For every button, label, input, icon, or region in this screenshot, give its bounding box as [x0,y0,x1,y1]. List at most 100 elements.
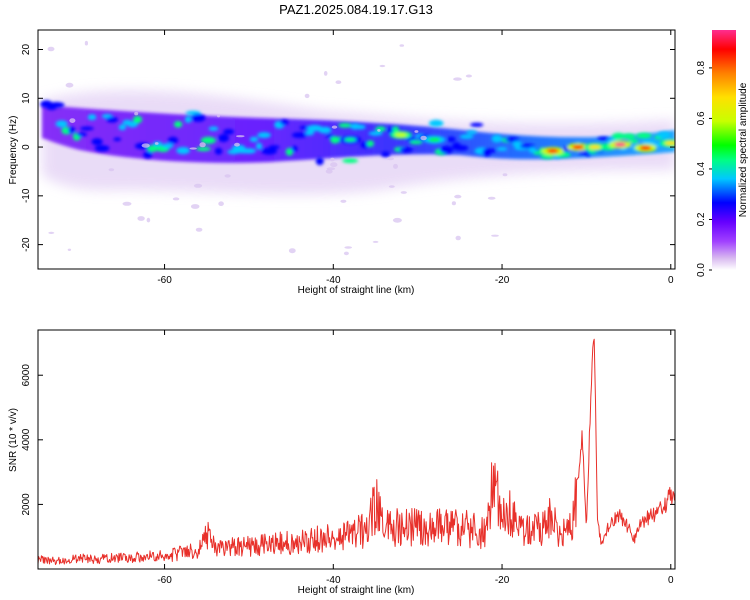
heatmap-cell [439,145,454,154]
heatmap-cell [173,121,183,128]
heatmap-cell [512,141,522,147]
heatmap-speck [304,93,310,99]
heatmap-speck [108,168,115,172]
heatmap-cell [196,146,211,152]
colorbar-tick-label: 0.6 [696,111,707,125]
heatmap-speck [326,167,336,171]
heatmap-cell [280,119,289,126]
heatmap-cell [133,115,143,124]
heatmap-cell [466,130,478,135]
heatmap-peak [664,141,675,146]
heatmap-y-tick-label: 20 [21,44,32,56]
heatmap-cell [392,126,399,133]
heatmap-cell [87,114,97,121]
heatmap-speck [236,135,245,138]
heatmap-x-tick-label: -20 [495,275,510,286]
heatmap-cell [218,134,230,143]
heatmap-cell [496,147,508,151]
heatmap-speck [414,130,419,133]
heatmap-cell [368,131,383,136]
heatmap-cell [113,137,122,142]
heatmap-speck [372,240,379,243]
heatmap-cell [80,126,94,131]
heatmap-axes-frame [37,29,676,270]
heatmap-y-tick-label: 0 [21,144,32,150]
heatmap-cell [68,126,76,134]
heatmap-cell [191,113,206,122]
heatmap-speck [343,251,349,256]
heatmap-speck [47,46,55,52]
colorbar-tick-label: 0.2 [696,212,707,226]
heatmap-speck [137,216,145,221]
colorbar: 0.0 0.2 0.4 0.6 0.8 Normalized spectral ampl… [696,30,749,277]
heatmap-peak [588,144,601,150]
heatmap-cell [291,145,298,152]
heatmap-speck [331,125,338,129]
heatmap-cell [214,147,223,155]
heatmap-cell [184,116,192,123]
heatmap-cell [94,145,110,152]
snr-x-ticks: -60 -40 -20 0 [157,330,674,586]
heatmap-cell [305,130,315,136]
heatmap-speck [330,157,335,162]
heatmap-cell [366,140,374,148]
heatmap-cell [528,147,537,154]
heatmap-speck [465,74,472,78]
snr-x-axis-label: Height of straight line (km) [298,585,415,596]
heatmap-speck [400,191,407,194]
heatmap-speck [67,248,72,251]
heatmap-speck [377,129,381,132]
heatmap-speck [154,142,159,145]
heatmap-speck [335,80,342,84]
heatmap-cell [315,157,324,166]
heatmap-speck [330,162,338,168]
heatmap-cell [342,158,359,163]
heatmap-cell [597,136,610,141]
heatmap-speck [388,185,395,188]
heatmap-cell [200,136,216,144]
heatmap-cell [428,119,444,127]
heatmap-cell [628,139,639,144]
heatmap-peak [394,132,407,138]
heatmap-speck [69,118,76,123]
heatmap-cell [256,142,263,150]
heatmap-image [40,40,675,256]
heatmap-cell [91,138,103,146]
heatmap-cell [491,134,503,143]
heatmap-x-tick-label: -60 [157,275,172,286]
heatmap-speck [172,197,180,201]
heatmap-cell [409,140,423,145]
heatmap-speck [451,201,456,206]
heatmap-y-tick-label: -20 [21,237,32,252]
heatmap-speck [344,246,353,249]
heatmap-cell [48,102,65,108]
heatmap-x-tick-label: 0 [668,275,674,286]
heatmap-cell [487,148,497,153]
heatmap-blobs [40,100,675,166]
snr-y-axis-label: SNR (10 * v/v) [8,408,19,472]
heatmap-cell [454,145,469,151]
heatmap-speck [189,147,197,150]
heatmap-x-axis-label: Height of straight line (km) [298,285,415,296]
heatmap-speck [325,169,333,174]
heatmap-cell [291,132,308,138]
heatmap-cell [167,136,179,144]
heatmap-speck [399,44,405,47]
heatmap-cell [636,132,652,139]
heatmap-speck [453,77,462,81]
heatmap-cell [338,123,352,128]
heatmap-cell [76,132,88,137]
heatmap-speck [340,199,347,203]
heatmap-cell [208,126,219,131]
heatmap-peak [546,148,559,154]
heatmap-speck [134,111,139,116]
heatmap-scatter [47,40,508,256]
heatmap-speck [392,217,402,223]
heatmap-cell [470,122,484,127]
heatmap-cell [612,132,625,140]
colorbar-tick-label: 0.0 [696,263,707,277]
colorbar-label: Normalized spectral amplitude [738,82,749,217]
heatmap-speck [393,163,398,169]
heatmap-peak [639,145,652,151]
heatmap-speck [48,231,55,234]
